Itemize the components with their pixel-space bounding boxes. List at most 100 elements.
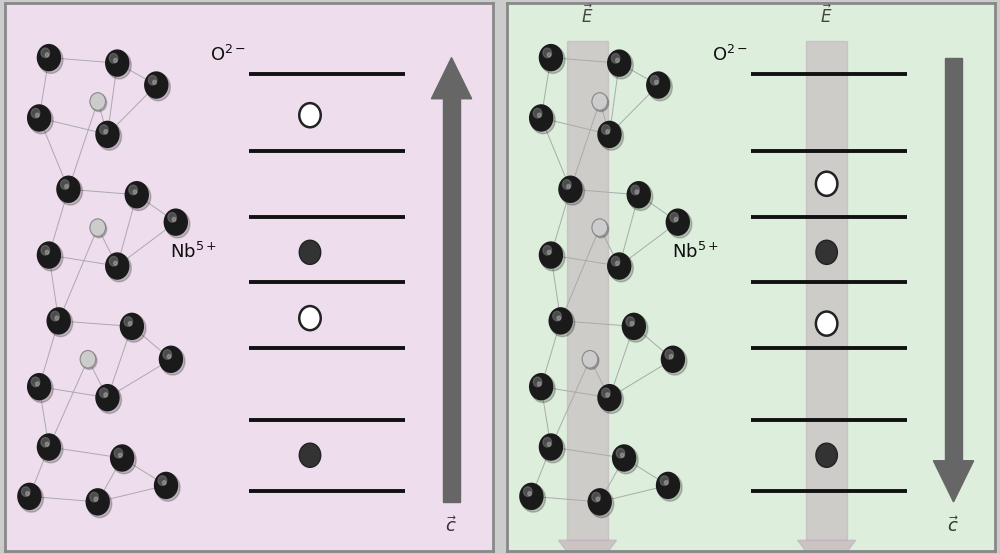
Polygon shape <box>431 58 472 99</box>
Circle shape <box>90 219 106 237</box>
Circle shape <box>547 442 551 447</box>
Circle shape <box>105 49 129 77</box>
Circle shape <box>109 257 118 266</box>
Circle shape <box>596 497 600 501</box>
Circle shape <box>27 373 51 401</box>
Circle shape <box>620 453 624 457</box>
Circle shape <box>593 94 609 111</box>
Circle shape <box>592 93 608 110</box>
Circle shape <box>156 474 180 501</box>
Circle shape <box>616 58 619 63</box>
Circle shape <box>670 213 678 222</box>
Circle shape <box>163 350 172 359</box>
Circle shape <box>627 181 651 208</box>
Circle shape <box>126 183 151 211</box>
Text: $\vec{E}$: $\vec{E}$ <box>581 5 594 28</box>
Circle shape <box>558 176 583 203</box>
Circle shape <box>665 350 674 359</box>
Circle shape <box>299 103 321 127</box>
Circle shape <box>624 315 648 342</box>
Circle shape <box>94 497 98 501</box>
Circle shape <box>539 433 563 461</box>
Circle shape <box>563 179 571 189</box>
Circle shape <box>543 48 552 58</box>
Circle shape <box>104 393 107 397</box>
Circle shape <box>529 104 553 132</box>
Circle shape <box>114 58 117 63</box>
Circle shape <box>543 438 552 447</box>
Circle shape <box>90 493 98 502</box>
Text: Nb$^{5+}$: Nb$^{5+}$ <box>170 242 217 263</box>
Circle shape <box>597 384 622 412</box>
Circle shape <box>548 307 573 335</box>
Circle shape <box>592 219 608 237</box>
Circle shape <box>541 435 565 463</box>
Circle shape <box>592 493 600 502</box>
Circle shape <box>547 250 551 254</box>
Circle shape <box>91 94 107 111</box>
Bar <box>443 99 460 502</box>
Circle shape <box>567 184 570 188</box>
Circle shape <box>816 311 837 336</box>
Circle shape <box>125 181 149 208</box>
Circle shape <box>95 121 120 148</box>
Circle shape <box>128 321 132 326</box>
Circle shape <box>105 252 129 280</box>
Circle shape <box>607 252 631 280</box>
Text: Nb$^{5+}$: Nb$^{5+}$ <box>672 242 719 263</box>
Circle shape <box>597 121 622 148</box>
Circle shape <box>58 178 82 205</box>
Circle shape <box>46 307 71 335</box>
Circle shape <box>816 240 837 264</box>
Circle shape <box>529 373 553 401</box>
Circle shape <box>87 490 112 517</box>
Circle shape <box>31 109 40 118</box>
Circle shape <box>37 44 61 71</box>
Circle shape <box>120 312 144 340</box>
Circle shape <box>161 347 185 375</box>
Circle shape <box>81 352 97 370</box>
Circle shape <box>646 71 670 99</box>
Circle shape <box>616 261 619 265</box>
Text: $\vec{E}$: $\vec{E}$ <box>820 5 833 28</box>
Circle shape <box>17 483 42 510</box>
Circle shape <box>118 453 122 457</box>
Circle shape <box>153 80 156 84</box>
Circle shape <box>543 245 552 255</box>
Circle shape <box>144 71 168 99</box>
Circle shape <box>172 217 176 222</box>
Circle shape <box>165 211 190 238</box>
Circle shape <box>816 443 837 468</box>
Circle shape <box>41 48 50 58</box>
Circle shape <box>528 491 531 496</box>
Circle shape <box>550 309 575 337</box>
Circle shape <box>55 316 59 320</box>
Circle shape <box>90 93 106 110</box>
Circle shape <box>112 447 136 474</box>
Circle shape <box>80 351 96 368</box>
Circle shape <box>602 388 610 398</box>
Circle shape <box>622 312 646 340</box>
Circle shape <box>664 481 668 485</box>
Circle shape <box>114 261 117 265</box>
Circle shape <box>560 178 584 205</box>
Circle shape <box>599 386 624 413</box>
Circle shape <box>631 185 639 194</box>
Circle shape <box>609 52 633 79</box>
Circle shape <box>626 317 634 326</box>
Circle shape <box>611 54 620 63</box>
Circle shape <box>162 481 166 485</box>
Circle shape <box>628 183 653 211</box>
Circle shape <box>299 306 321 330</box>
Circle shape <box>299 443 321 468</box>
Circle shape <box>589 490 614 517</box>
Circle shape <box>37 433 61 461</box>
Circle shape <box>61 179 69 189</box>
Circle shape <box>39 46 63 73</box>
Circle shape <box>104 130 107 134</box>
Circle shape <box>611 257 620 266</box>
Circle shape <box>669 355 673 358</box>
Circle shape <box>541 243 565 271</box>
Circle shape <box>26 491 29 496</box>
Circle shape <box>609 254 633 282</box>
